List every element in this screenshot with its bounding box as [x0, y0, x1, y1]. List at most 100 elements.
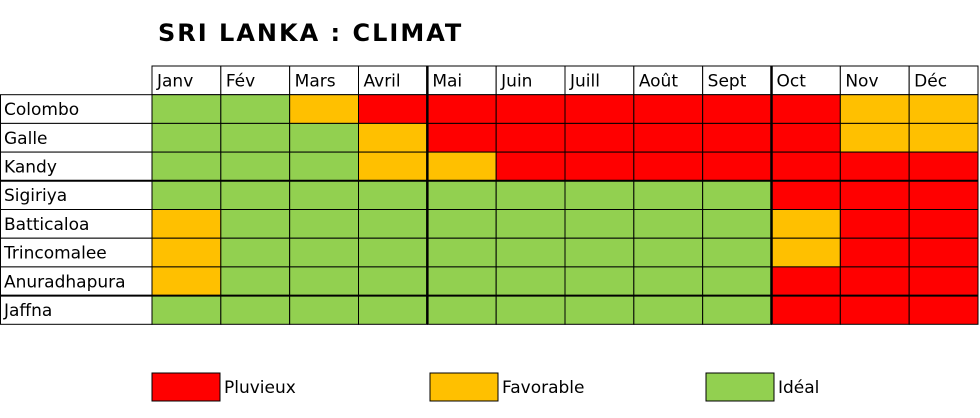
climate-cell [771, 122, 841, 153]
climate-cell [220, 209, 291, 239]
climate-cell [908, 180, 979, 211]
climate-cell [289, 266, 359, 297]
climate-cell [358, 295, 428, 325]
climate-cell [426, 180, 497, 211]
climate-cell [839, 151, 910, 182]
climate-cell [426, 151, 497, 182]
climate-cell [358, 94, 428, 124]
column-label: Fév [226, 71, 255, 91]
climate-cell [702, 180, 773, 211]
climate-cell [908, 295, 979, 325]
climate-cell [358, 122, 428, 153]
climate-cell [702, 266, 773, 297]
column-label: Mai [432, 71, 462, 91]
climate-cell [289, 180, 359, 211]
climate-cell [908, 122, 979, 153]
climate-cell [839, 209, 910, 239]
row-label: Trincomalee [3, 244, 107, 264]
climate-cell [839, 266, 910, 297]
climate-cell [702, 295, 773, 325]
column-label: Août [639, 71, 679, 91]
climate-cell [220, 266, 291, 297]
row-label: Anuradhapura [4, 272, 126, 292]
row-label-cell [0, 266, 153, 297]
climate-cell [702, 209, 773, 239]
climate-cell [220, 237, 291, 268]
row-label-cell [0, 122, 153, 153]
climate-cell [633, 94, 704, 124]
legend-label: Idéal [778, 378, 819, 398]
row-label: Kandy [4, 157, 57, 177]
climate-cell [426, 237, 497, 268]
climate-cell [771, 151, 841, 182]
climate-cell [495, 266, 566, 297]
climate-cell [908, 237, 979, 268]
climate-cell [358, 209, 428, 239]
climate-cell [151, 295, 222, 325]
climate-cell [289, 94, 359, 124]
climate-cell [702, 94, 773, 124]
climate-cell [151, 151, 222, 182]
legend-swatch [705, 372, 775, 402]
climate-cell [220, 295, 291, 325]
climate-cell [564, 237, 635, 268]
climate-cell [771, 266, 841, 297]
climate-cell [495, 94, 566, 124]
climate-cell [702, 237, 773, 268]
climate-cell [633, 266, 704, 297]
climate-cell [151, 266, 222, 297]
climate-cell [839, 237, 910, 268]
climate-cell [839, 180, 910, 211]
climate-cell [220, 94, 291, 124]
climate-cell [426, 122, 497, 153]
legend-label: Favorable [502, 378, 584, 398]
climate-cell [220, 180, 291, 211]
header-cell [908, 65, 979, 96]
climate-cell [564, 180, 635, 211]
climate-cell [495, 151, 566, 182]
row-label: Colombo [4, 100, 79, 120]
legend-label: Pluvieux [224, 378, 296, 398]
row-label: Jaffna [3, 301, 52, 321]
legend-swatch [429, 372, 499, 402]
climate-cell [426, 266, 497, 297]
climate-cell [495, 209, 566, 239]
climate-cell [564, 122, 635, 153]
climate-cell [633, 122, 704, 153]
climate-cell [426, 209, 497, 239]
column-label: Janv [156, 71, 193, 91]
climate-cell [908, 151, 979, 182]
climate-cell [151, 180, 222, 211]
row-label-cell [0, 237, 153, 268]
column-label: Avril [364, 71, 401, 91]
climate-cell [495, 122, 566, 153]
header-cell [771, 65, 841, 96]
climate-cell [495, 237, 566, 268]
climate-cell [633, 180, 704, 211]
climate-cell [564, 209, 635, 239]
header-cell [633, 65, 704, 96]
row-label: Galle [4, 129, 48, 149]
climate-cell [289, 209, 359, 239]
climate-cell [633, 295, 704, 325]
column-label: Déc [914, 71, 947, 91]
climate-cell [358, 151, 428, 182]
climate-cell [564, 295, 635, 325]
climate-cell [151, 122, 222, 153]
climate-cell [358, 180, 428, 211]
climate-cell [908, 266, 979, 297]
climate-cell [220, 122, 291, 153]
climate-cell [358, 237, 428, 268]
column-label: Sept [708, 71, 747, 91]
header-cell [220, 65, 291, 96]
climate-cell [289, 237, 359, 268]
climate-cell [771, 295, 841, 325]
climate-cell [908, 94, 979, 124]
climate-cell [839, 94, 910, 124]
climate-cell [220, 151, 291, 182]
column-label: Oct [777, 71, 807, 91]
climate-cell [426, 94, 497, 124]
row-label-cell [0, 295, 153, 325]
climate-cell [289, 122, 359, 153]
